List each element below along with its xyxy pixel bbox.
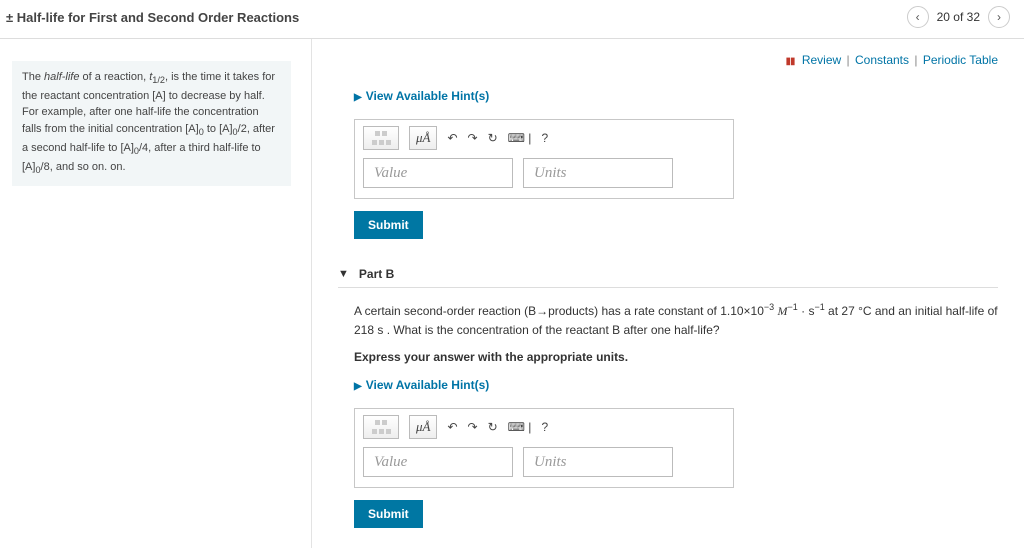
page-title: ± Half-life for First and Second Order R…	[6, 10, 299, 25]
undo-icon[interactable]: ↶	[447, 126, 457, 150]
units-input-a[interactable]: Units	[523, 158, 673, 188]
collapse-icon: ▼	[338, 268, 349, 280]
units-button[interactable]: μÅ	[409, 415, 437, 439]
review-links: ▮▮ Review | Constants | Periodic Table	[338, 47, 998, 81]
redo-icon[interactable]: ↷	[468, 415, 478, 439]
constants-link[interactable]: Constants	[855, 53, 909, 67]
value-input-b[interactable]: Value	[363, 447, 513, 477]
submit-button-b[interactable]: Submit	[354, 500, 423, 528]
pager-label: 20 of 32	[937, 10, 980, 24]
value-input-a[interactable]: Value	[363, 158, 513, 188]
answer-box-a: μÅ ↶ ↷ ↻ ⌨︎ | ? Value Units	[354, 119, 734, 199]
reset-icon[interactable]: ↻	[488, 126, 498, 150]
undo-icon[interactable]: ↶	[447, 415, 457, 439]
hints-toggle-b[interactable]: View Available Hint(s)	[354, 378, 489, 392]
help-icon[interactable]: ?	[541, 415, 548, 439]
reset-icon[interactable]: ↻	[488, 415, 498, 439]
hints-toggle-a[interactable]: View Available Hint(s)	[354, 89, 489, 103]
pager: ‹ 20 of 32 ›	[907, 6, 1010, 28]
help-icon[interactable]: ?	[541, 126, 548, 150]
periodic-table-link[interactable]: Periodic Table	[923, 53, 998, 67]
next-button[interactable]: ›	[988, 6, 1010, 28]
part-b-question: A certain second-order reaction (B→produ…	[354, 300, 998, 340]
review-icon: ▮▮	[785, 56, 794, 67]
units-button[interactable]: μÅ	[409, 126, 437, 150]
template-icon[interactable]	[363, 415, 399, 439]
template-icon[interactable]	[363, 126, 399, 150]
intro-text: The half-life of a reaction, t1/2, is th…	[12, 61, 291, 186]
redo-icon[interactable]: ↷	[468, 126, 478, 150]
units-input-b[interactable]: Units	[523, 447, 673, 477]
keyboard-icon[interactable]: ⌨︎ |	[508, 126, 532, 150]
review-link[interactable]: Review	[802, 53, 841, 67]
submit-button-a[interactable]: Submit	[354, 211, 423, 239]
express-instruction: Express your answer with the appropriate…	[354, 350, 998, 364]
answer-box-b: μÅ ↶ ↷ ↻ ⌨︎ | ? Value Units	[354, 408, 734, 488]
prev-button[interactable]: ‹	[907, 6, 929, 28]
keyboard-icon[interactable]: ⌨︎ |	[508, 415, 532, 439]
part-b-header[interactable]: ▼ Part B	[338, 267, 998, 288]
part-b-label: Part B	[359, 267, 394, 281]
